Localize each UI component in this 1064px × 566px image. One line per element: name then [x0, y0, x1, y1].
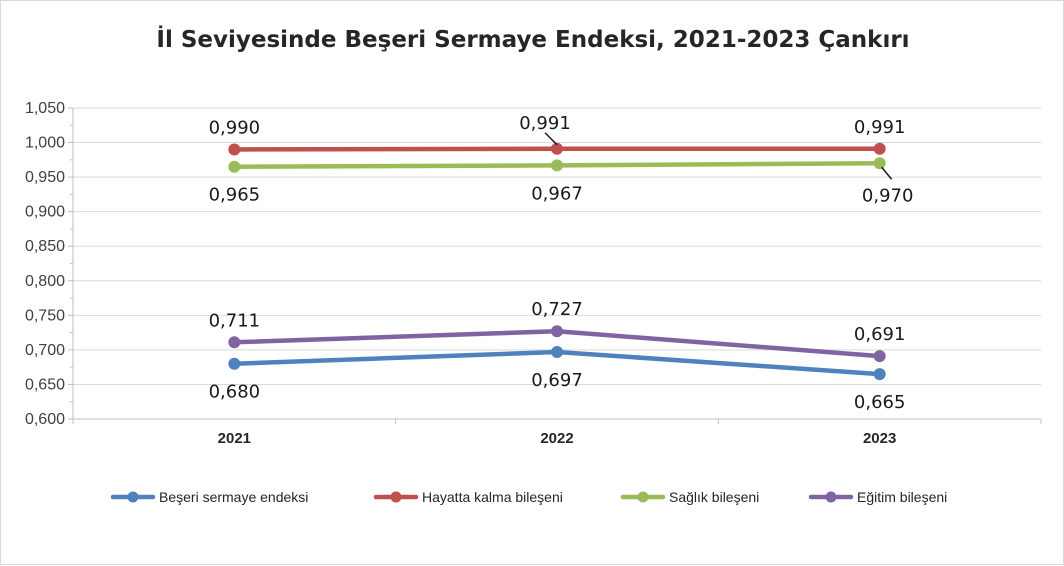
data-label: 0,711: [209, 310, 261, 331]
legend-label: Eğitim bileşeni: [857, 489, 947, 505]
x-tick-label: 2023: [863, 430, 896, 447]
data-point: [551, 325, 563, 338]
legend-marker: [127, 491, 139, 503]
data-point: [873, 350, 886, 363]
data-point: [228, 143, 241, 156]
legend-label: Sağlık bileşeni: [669, 489, 759, 505]
leader-line: [881, 166, 893, 180]
legend-item-3: Sağlık bileşeni: [620, 489, 759, 505]
data-label: 0,991: [519, 113, 571, 134]
series-lines: [228, 142, 886, 381]
legend-marker: [825, 491, 837, 503]
y-tick-label: 0,900: [25, 204, 65, 221]
data-point: [228, 357, 241, 370]
y-tick-label: 1,050: [25, 100, 65, 117]
data-label: 0,680: [209, 382, 261, 403]
legend-item-1: Beşeri sermaye endeksi: [110, 489, 308, 505]
data-label: 0,691: [854, 324, 906, 345]
chart-title: İl Seviyesinde Beşeri Sermaye Endeksi, 2…: [156, 25, 909, 53]
legend-item-2: Hayatta kalma bileşeni: [373, 489, 563, 505]
gridlines: [73, 107, 1041, 385]
x-tick-label: 2022: [540, 430, 573, 447]
y-tick-label: 0,800: [25, 273, 65, 290]
y-tick-label: 0,700: [25, 342, 65, 359]
legend: Beşeri sermaye endeksi Hayatta kalma bile…: [110, 489, 947, 505]
axes: [68, 107, 1042, 424]
y-tick-label: 0,850: [25, 238, 65, 255]
data-labels: 0,680 0,697 0,665 0,990 0,991 0,991 0,965 0,967…: [209, 113, 914, 413]
data-point: [228, 336, 241, 349]
data-label: 0,665: [854, 392, 906, 413]
data-label: 0,697: [531, 370, 583, 391]
legend-item-4: Eğitim bileşeni: [808, 489, 947, 505]
y-tick-label: 0,600: [25, 411, 65, 428]
series-2: [228, 142, 886, 156]
data-label: 0,990: [209, 117, 261, 138]
legend-marker: [390, 491, 402, 503]
data-point: [551, 345, 563, 358]
data-point: [228, 160, 241, 173]
data-point: [873, 157, 886, 170]
legend-marker: [637, 491, 649, 503]
y-tick-label: 0,950: [25, 169, 65, 186]
series-4: [228, 325, 886, 363]
data-label: 0,991: [854, 117, 906, 138]
legend-label: Beşeri sermaye endeksi: [159, 489, 308, 505]
y-axis-ticks: 0,600 0,650 0,700 0,750 0,800 0,850 0,900 0,950…: [25, 100, 65, 428]
legend-label: Hayatta kalma bileşeni: [422, 489, 563, 505]
data-point: [551, 159, 563, 172]
data-label: 0,727: [531, 299, 583, 320]
y-tick-label: 0,650: [25, 376, 65, 393]
data-label: 0,970: [862, 185, 914, 206]
data-label: 0,965: [209, 185, 261, 206]
y-tick-label: 1,000: [25, 135, 65, 152]
y-tick-label: 0,750: [25, 307, 65, 324]
series-1: [228, 345, 886, 381]
data-label: 0,967: [531, 183, 583, 204]
data-point: [551, 142, 563, 155]
data-point: [873, 368, 886, 381]
x-tick-label: 2021: [218, 430, 251, 447]
x-axis-ticks: 2021 2022 2023: [218, 430, 897, 447]
data-point: [873, 142, 886, 155]
series-3: [228, 157, 886, 173]
leader-line: [544, 132, 558, 146]
